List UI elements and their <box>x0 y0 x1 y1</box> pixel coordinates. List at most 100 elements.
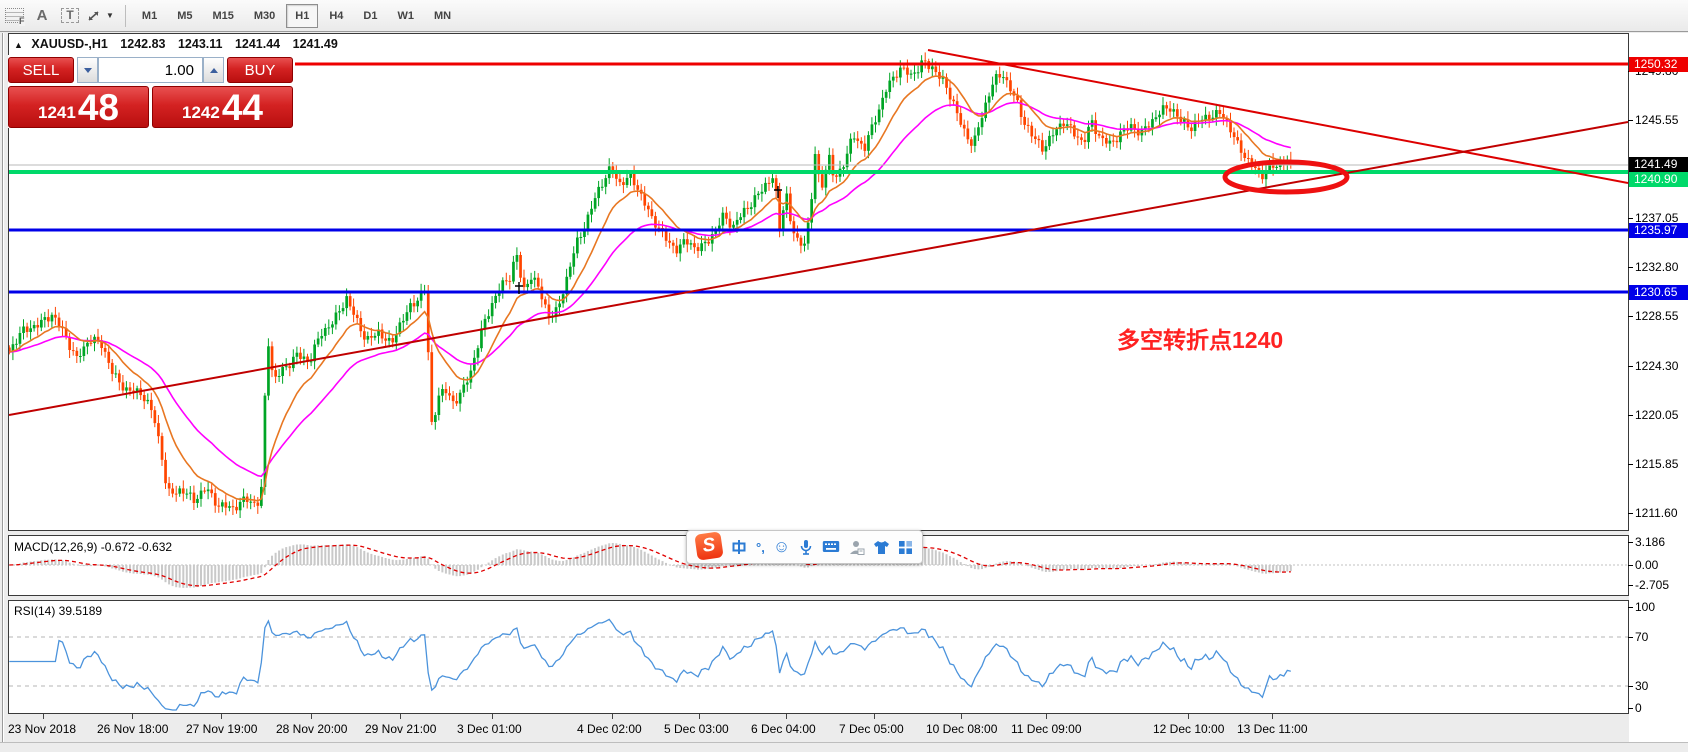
candlestick <box>874 115 877 133</box>
date-axis-label: 3 Dec 01:00 <box>457 722 522 736</box>
candlestick <box>1080 133 1083 145</box>
tf-button-h1[interactable]: H1 <box>286 3 319 28</box>
candlestick <box>82 340 86 362</box>
candlestick <box>36 317 40 336</box>
ohlc-high: 1243.11 <box>177 37 223 51</box>
candlestick <box>913 65 916 81</box>
sell-button[interactable]: SELL <box>8 57 74 83</box>
user-profile-icon[interactable] <box>848 539 865 556</box>
tf-button-m15[interactable]: M15 <box>212 9 234 22</box>
descending-trendline[interactable] <box>927 49 1628 184</box>
candlestick <box>1243 148 1247 162</box>
tf-button-m1[interactable]: M1 <box>141 9 158 22</box>
template-grid-icon[interactable]: F <box>1 4 27 28</box>
candlestick <box>600 179 604 191</box>
candlestick <box>377 321 380 344</box>
candlestick <box>1041 132 1044 155</box>
menu-grid-icon[interactable] <box>898 540 913 555</box>
candlestick <box>1009 72 1012 96</box>
candlestick <box>1094 112 1097 142</box>
collapse-arrow-icon[interactable]: ▲ <box>14 40 23 50</box>
candlestick <box>671 239 675 254</box>
candlestick <box>686 231 689 253</box>
buy-price-panel[interactable]: 1242 44 <box>152 86 293 128</box>
candlestick <box>174 485 178 502</box>
candlestick <box>1023 110 1026 130</box>
candlestick <box>231 499 235 515</box>
buy-button[interactable]: BUY <box>227 57 293 83</box>
candlestick <box>363 324 366 347</box>
text-label-icon[interactable]: T <box>57 4 83 28</box>
candlestick <box>529 272 533 290</box>
candlestick <box>1122 124 1126 136</box>
ma-fast-line[interactable] <box>9 75 1291 502</box>
candlestick <box>224 494 228 516</box>
candlestick <box>142 390 146 410</box>
candlestick <box>810 192 813 230</box>
candlestick <box>757 191 760 200</box>
keyboard-icon[interactable] <box>822 540 840 554</box>
candlestick <box>884 89 888 103</box>
candlestick <box>426 285 430 361</box>
candlestick <box>678 239 682 262</box>
microphone-icon[interactable] <box>798 539 814 556</box>
sogou-logo-icon[interactable]: S <box>694 530 724 561</box>
rsi-canvas[interactable] <box>9 601 1628 713</box>
candlestick <box>270 341 274 378</box>
sell-price-panel[interactable]: 1241 48 <box>8 86 149 128</box>
candlestick <box>167 476 171 496</box>
candlestick <box>579 232 583 245</box>
candlestick <box>107 344 111 369</box>
emoji-icon[interactable]: ☺ <box>772 537 791 556</box>
skin-shirt-icon[interactable] <box>873 540 890 555</box>
macd-canvas[interactable] <box>9 536 1628 595</box>
highlight-ellipse[interactable] <box>1222 159 1350 195</box>
chinese-mode-icon[interactable] <box>730 538 748 556</box>
candlestick <box>221 499 224 513</box>
tf-button-m5[interactable]: M5 <box>177 9 193 22</box>
candlestick <box>487 309 490 323</box>
volume-increase-button[interactable] <box>203 57 224 83</box>
candlestick <box>196 494 199 508</box>
chart-marker[interactable] <box>515 282 523 294</box>
date-axis-tick <box>961 714 962 719</box>
candlestick <box>366 331 370 344</box>
candlestick <box>1073 121 1076 140</box>
candlestick <box>1193 113 1197 137</box>
candlestick <box>47 309 50 328</box>
candlestick <box>1087 120 1090 149</box>
tf-button-m30[interactable]: M30 <box>253 9 276 22</box>
tf-button-mn[interactable]: MN <box>433 9 452 22</box>
candlestick <box>331 321 334 335</box>
cursor-mode-icon[interactable]: ▼ <box>85 4 114 28</box>
volume-input[interactable] <box>98 57 203 83</box>
candlestick <box>689 239 693 250</box>
candlestick <box>323 323 327 341</box>
candlestick <box>799 235 803 254</box>
ascending-trendline[interactable] <box>9 121 1628 416</box>
text-annotation-icon[interactable]: A <box>36 7 48 24</box>
candlestick <box>292 349 295 372</box>
sell-price-base: 1241 <box>38 103 76 122</box>
rsi-panel[interactable] <box>8 600 1629 714</box>
candlestick <box>664 225 668 247</box>
candlestick <box>877 104 881 126</box>
candlestick <box>753 187 757 215</box>
candlestick <box>61 320 64 337</box>
tf-button-w1[interactable]: W1 <box>397 9 414 22</box>
tf-button-h4[interactable]: H4 <box>329 9 344 22</box>
punctuation-mode-icon[interactable]: °, <box>756 539 765 555</box>
date-axis-label: 13 Dec 11:00 <box>1237 722 1308 736</box>
volume-decrease-button[interactable] <box>77 57 98 83</box>
candlestick <box>1005 71 1009 88</box>
candlestick <box>749 202 753 216</box>
candlestick <box>242 488 245 508</box>
candlestick <box>682 233 686 248</box>
tf-button-d1[interactable]: D1 <box>363 9 378 22</box>
ma-slow-line[interactable] <box>9 101 1291 478</box>
candlestick <box>192 485 196 510</box>
candlestick <box>597 180 600 207</box>
candlestick <box>32 321 36 332</box>
chart-marker[interactable] <box>774 186 782 198</box>
candlestick <box>721 207 725 232</box>
